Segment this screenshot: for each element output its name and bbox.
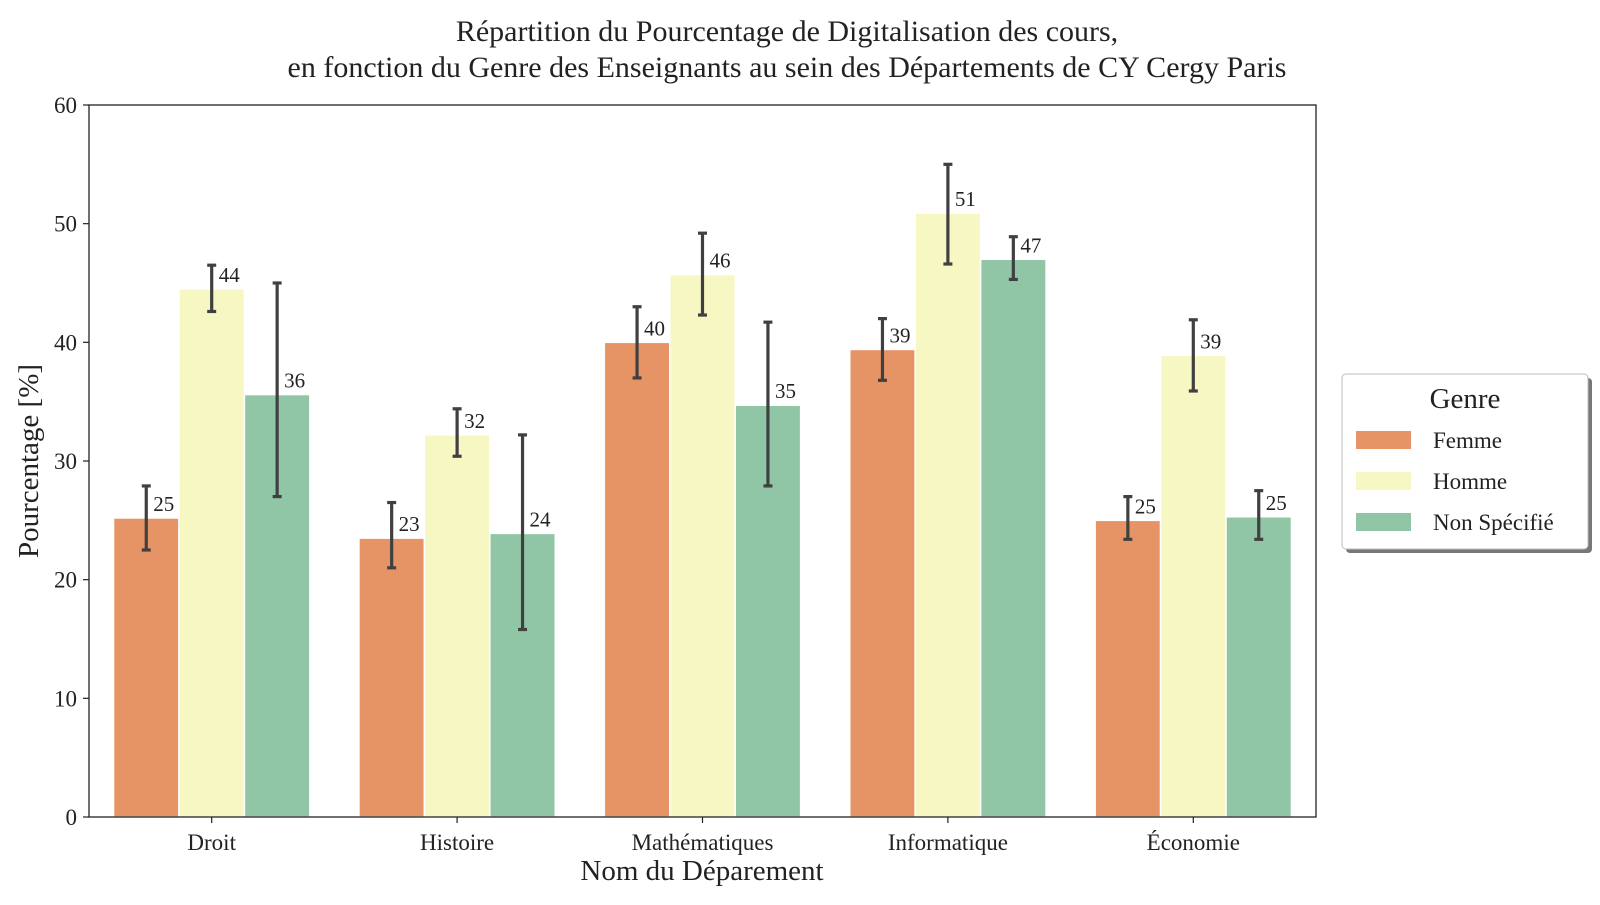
- plot-area: 0 10 20 30 40 50 60 25 23 40 39 25 44 32 46 51 39 36 24 35 4…: [54, 93, 1293, 855]
- x-tick-label: Droit: [187, 830, 236, 855]
- bar: [979, 258, 1047, 818]
- legend-swatch: [1356, 431, 1411, 449]
- bar: [423, 434, 491, 818]
- data-label: 39: [1200, 329, 1221, 353]
- data-label: 23: [399, 512, 420, 536]
- bar: [1094, 519, 1162, 818]
- legend-label: Homme: [1433, 469, 1507, 494]
- y-tick-label: 10: [54, 686, 77, 711]
- x-tick-label: Histoire: [420, 830, 494, 855]
- x-tick-label: Mathématiques: [632, 830, 774, 855]
- bar: [603, 341, 671, 818]
- data-label: 25: [153, 492, 174, 516]
- legend-box: [1341, 373, 1589, 550]
- y-axis-label: Pourcentage [%]: [13, 364, 45, 558]
- y-tick-label: 60: [54, 93, 77, 118]
- bar: [358, 537, 426, 818]
- data-label: 46: [710, 249, 731, 273]
- data-label: 44: [219, 263, 241, 287]
- bar: [1225, 516, 1293, 818]
- y-tick-label: 40: [54, 330, 77, 355]
- x-axis-label: Nom du Déparement: [580, 855, 823, 887]
- data-label: 25: [1266, 491, 1287, 515]
- data-label: 25: [1135, 494, 1156, 518]
- bar: [914, 212, 982, 818]
- x-tick-label: Informatique: [888, 830, 1008, 855]
- bar: [848, 348, 916, 818]
- legend-swatch: [1356, 472, 1411, 490]
- bar: [1159, 354, 1227, 818]
- data-label: 32: [464, 409, 485, 433]
- legend-label: Non Spécifié: [1433, 510, 1554, 535]
- data-label: 35: [775, 379, 796, 403]
- data-label: 40: [644, 316, 665, 340]
- y-tick-label: 50: [54, 212, 77, 237]
- x-tick-label: Économie: [1147, 830, 1240, 855]
- chart-title-line-1: Répartition du Pourcentage de Digitalisa…: [456, 15, 1118, 48]
- bar: [669, 273, 736, 818]
- y-tick-label: 0: [66, 805, 78, 830]
- legend-title: Genre: [1430, 383, 1501, 415]
- data-label: 47: [1020, 233, 1041, 257]
- data-label: 36: [284, 369, 305, 393]
- y-tick-label: 30: [54, 449, 77, 474]
- legend-swatch: [1356, 513, 1411, 531]
- legend: Genre Femme Homme Non Spécifié: [1341, 373, 1592, 553]
- bar: [112, 517, 180, 818]
- data-label: 24: [530, 507, 552, 531]
- y-tick-label: 20: [54, 568, 77, 593]
- data-label: 39: [889, 323, 910, 347]
- legend-label: Femme: [1433, 428, 1502, 453]
- chart-title-line-2: en fonction du Genre des Enseignants au …: [288, 51, 1287, 84]
- data-label: 51: [955, 187, 976, 211]
- bar: [178, 288, 246, 818]
- plot-frame: [88, 104, 1317, 818]
